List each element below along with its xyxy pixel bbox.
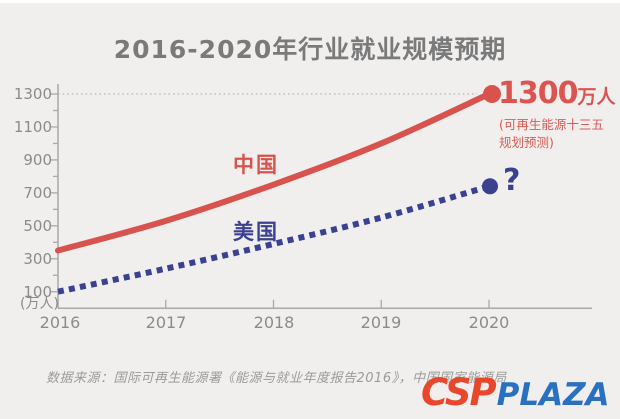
china-endpoint-note: (可再生能源十三五 规划预测) (499, 117, 604, 150)
x-tick-label: 2016 (39, 313, 81, 332)
x-tick-label: 2017 (145, 313, 187, 332)
x-tick-label: 2018 (253, 313, 295, 332)
series-label-us: 美国 (233, 220, 279, 244)
csp-plaza-logo: CSPPLAZA (421, 374, 610, 414)
y-tick-label: 500 (23, 217, 52, 235)
y-tick-label: 900 (23, 151, 52, 169)
endpoint-value: 1300 (498, 76, 578, 111)
us-endpoint-question-mark: ? (503, 163, 521, 198)
chart-title: 2016-2020年行业就业规模预期 (113, 35, 507, 64)
y-tick-label: 1100 (13, 118, 52, 136)
y-tick-label: 700 (23, 184, 52, 202)
x-tick-label: 2020 (468, 313, 510, 332)
y-tick-label: 300 (23, 250, 52, 268)
y-tick-label: 100 (23, 283, 52, 301)
top-white-strip (0, 0, 620, 3)
data-source-text: 数据来源：国际可再生能源署《能源与就业年度报告2016》，中国国家能源局 (46, 371, 507, 386)
y-tick-label: 1300 (13, 85, 52, 103)
endpoint-unit: 万人 (577, 86, 616, 108)
y-axis-unit: (万人) (20, 296, 59, 312)
x-tick-label: 2019 (360, 313, 402, 332)
china-endpoint-callout: 1300万人 (498, 76, 616, 111)
series-label-china: 中国 (233, 153, 279, 177)
logo-csp-text: CSP (421, 371, 497, 414)
logo-plaza-text: PLAZA (496, 377, 610, 413)
